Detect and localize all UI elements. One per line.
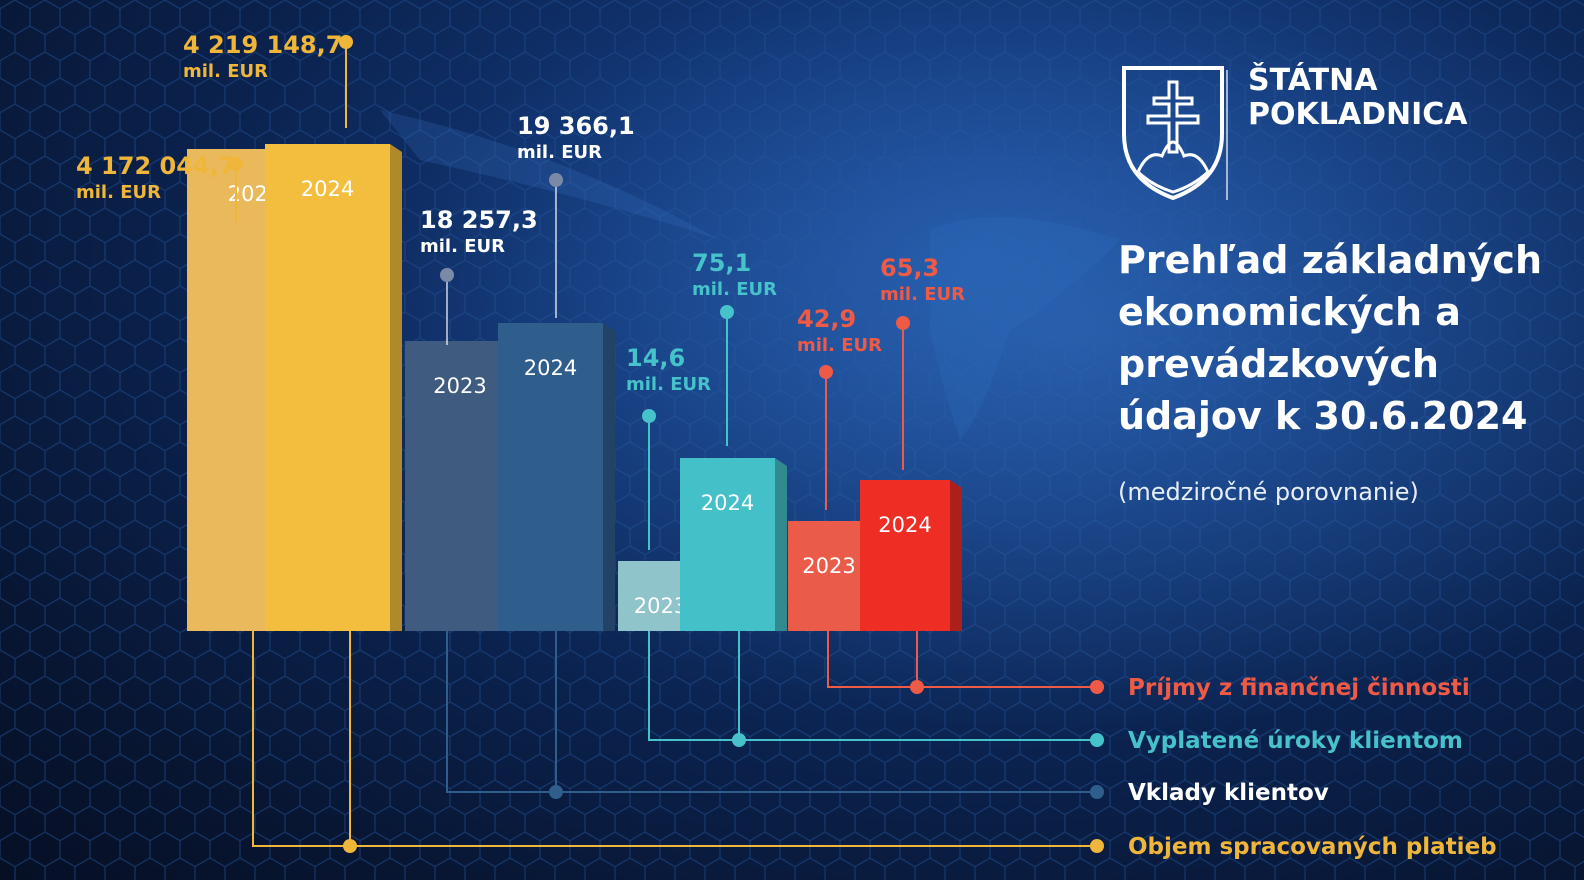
- value-dot: [720, 305, 734, 319]
- legend-dot: [1090, 733, 1104, 747]
- value-label: 75,1: [692, 249, 751, 277]
- bar-year-label: 2023: [433, 374, 486, 398]
- logo-separator: [1226, 70, 1228, 200]
- value-label: 65,3: [880, 254, 939, 282]
- bar-side-income-2024: [950, 480, 962, 631]
- legend-connector: [252, 631, 1097, 847]
- bar-year-label: 2024: [878, 513, 931, 537]
- organization-name: ŠTÁTNA POKLADNICA: [1248, 64, 1467, 132]
- legend-label: Vyplatené úroky klientom: [1128, 728, 1463, 754]
- bar-side-payments-2024: [390, 144, 402, 631]
- bar-income-2023: [788, 521, 870, 631]
- value-label: 18 257,3: [420, 206, 538, 234]
- value-dot: [896, 316, 910, 330]
- value-label: 4 219 148,7: [183, 31, 342, 59]
- page-title: Prehľad základných ekonomických a prevád…: [1118, 238, 1543, 438]
- unit-label: mil. EUR: [626, 374, 711, 395]
- legend-connector: [827, 631, 1097, 688]
- bar-year-label: 2024: [301, 177, 354, 201]
- bar-interest-2024: [680, 458, 775, 631]
- legend-dot: [1090, 680, 1104, 694]
- bar-side-deposits-2024: [603, 323, 615, 631]
- value-dot: [642, 409, 656, 423]
- value-label: 19 366,1: [517, 112, 635, 140]
- statna-pokladnica-logo: [1122, 66, 1224, 201]
- org-line-2: POKLADNICA: [1248, 97, 1468, 132]
- legend-dot: [1090, 785, 1104, 799]
- legend-connector: [648, 631, 1097, 741]
- legend-dot: [910, 680, 924, 694]
- bar-side-interest-2024: [775, 458, 787, 631]
- value-dot: [549, 173, 563, 187]
- legend-dot: [549, 785, 563, 799]
- unit-label: mil. EUR: [517, 142, 602, 163]
- org-line-1: ŠTÁTNA: [1248, 63, 1378, 98]
- page-subtitle: (medziročné porovnanie): [1118, 478, 1419, 506]
- unit-label: mil. EUR: [880, 284, 965, 305]
- value-dot: [440, 268, 454, 282]
- value-label: 42,9: [797, 305, 856, 333]
- value-dot: [339, 35, 353, 49]
- unit-label: mil. EUR: [420, 236, 505, 257]
- unit-label: mil. EUR: [76, 182, 161, 203]
- unit-label: mil. EUR: [183, 61, 268, 82]
- legend-label: Príjmy z finančnej činnosti: [1128, 675, 1470, 701]
- bar-payments-2024: [265, 144, 390, 631]
- legend-dot: [1090, 839, 1104, 853]
- bar-deposits-2024: [498, 323, 603, 631]
- bar-year-label: 2023: [634, 594, 687, 618]
- bar-year-label: 2024: [701, 491, 754, 515]
- legend-label: Vklady klientov: [1128, 780, 1329, 806]
- legend-dot: [732, 733, 746, 747]
- bar-year-label: 2023: [802, 554, 855, 578]
- bar-income-2024: [860, 480, 950, 631]
- value-label: 14,6: [626, 344, 685, 372]
- bar-year-label: 2024: [524, 356, 577, 380]
- legend-label: Objem spracovaných platieb: [1128, 834, 1497, 860]
- value-label: 4 172 044,7: [76, 152, 235, 180]
- legend-dot: [343, 839, 357, 853]
- value-dot: [229, 157, 243, 171]
- bar-deposits-2023: [405, 341, 515, 631]
- value-dot: [819, 365, 833, 379]
- legend-connector: [446, 631, 1097, 793]
- unit-label: mil. EUR: [797, 335, 882, 356]
- unit-label: mil. EUR: [692, 279, 777, 300]
